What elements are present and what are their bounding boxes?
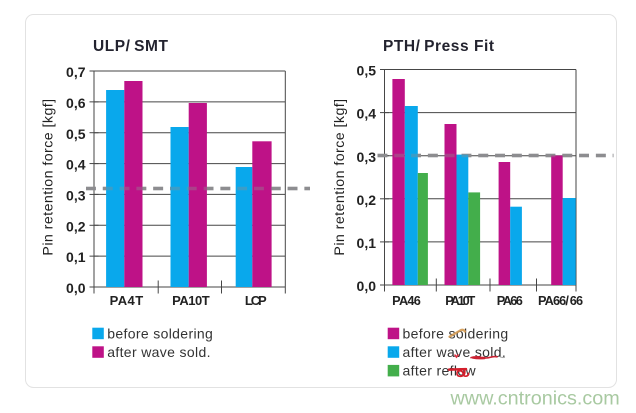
svg-text:0,2: 0,2 (357, 192, 377, 208)
svg-text:PA66: PA66 (497, 294, 523, 308)
svg-text:0,4: 0,4 (357, 106, 377, 122)
svg-text:PA10T: PA10T (445, 294, 475, 308)
svg-text:PA10T: PA10T (172, 293, 210, 308)
svg-text:0,3: 0,3 (357, 149, 377, 165)
svg-text:LCP: LCP (245, 293, 267, 308)
svg-text:PTH/ Press Fit: PTH/ Press Fit (383, 38, 495, 55)
svg-text:0,5: 0,5 (66, 126, 86, 142)
svg-text:0,3: 0,3 (66, 188, 86, 204)
svg-text:0,6: 0,6 (66, 95, 86, 111)
svg-text:0,7: 0,7 (66, 64, 86, 80)
svg-text:before soldering: before soldering (107, 325, 213, 341)
svg-text:www.cntronics.com: www.cntronics.com (450, 388, 620, 410)
svg-text:PA66/ 66: PA66/ 66 (538, 294, 583, 308)
svg-text:Pin retention force [kgf]: Pin retention force [kgf] (332, 98, 348, 255)
svg-text:PA46: PA46 (392, 294, 421, 308)
svg-text:0,0: 0,0 (357, 278, 377, 294)
svg-text:0,1: 0,1 (66, 249, 86, 265)
svg-text:0,0: 0,0 (66, 280, 86, 296)
svg-text:Pin retention force [kgf]: Pin retention force [kgf] (41, 98, 57, 255)
svg-text:after wave sold.: after wave sold. (403, 344, 507, 360)
svg-text:after wave sold.: after wave sold. (107, 344, 211, 360)
svg-text:ULP/ SMT: ULP/ SMT (93, 38, 169, 55)
svg-text:0,2: 0,2 (66, 218, 86, 234)
svg-text:PA4T: PA4T (110, 293, 144, 308)
svg-text:0,1: 0,1 (357, 235, 377, 251)
svg-text:0,5: 0,5 (357, 63, 377, 79)
svg-text:0,4: 0,4 (66, 157, 86, 173)
